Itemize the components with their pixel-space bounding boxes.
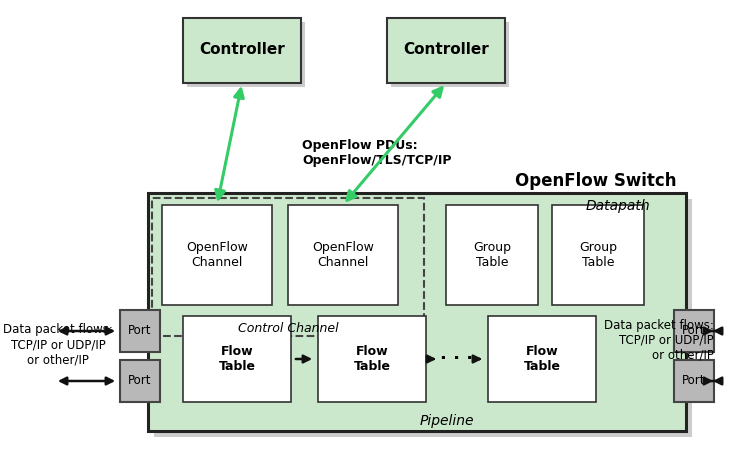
Bar (183, 316, 291, 402)
Text: OpenFlow
Channel: OpenFlow Channel (186, 241, 248, 269)
Text: Controller: Controller (199, 42, 285, 58)
Bar (552, 205, 644, 305)
Text: Pipeline: Pipeline (419, 414, 474, 428)
Text: Flow
Table: Flow Table (353, 345, 391, 373)
Text: Data packet flows:
TCP/IP or UDP/IP
or other/IP: Data packet flows: TCP/IP or UDP/IP or o… (604, 319, 714, 361)
Text: Data packet flows:
TCP/IP or UDP/IP
or other/IP: Data packet flows: TCP/IP or UDP/IP or o… (3, 324, 113, 366)
Text: Port: Port (128, 324, 152, 338)
Bar (154, 199, 692, 437)
Text: Port: Port (682, 374, 705, 387)
Bar (120, 310, 160, 352)
Text: Flow
Table: Flow Table (219, 345, 256, 373)
Text: Port: Port (682, 324, 705, 338)
Bar (488, 316, 596, 402)
Bar (446, 205, 538, 305)
Text: Flow
Table: Flow Table (523, 345, 560, 373)
Text: Group
Table: Group Table (579, 241, 617, 269)
Bar (148, 193, 686, 431)
Text: Group
Table: Group Table (473, 241, 511, 269)
Bar (674, 310, 714, 352)
Text: OpenFlow PDUs:
OpenFlow/TLS/TCP/IP: OpenFlow PDUs: OpenFlow/TLS/TCP/IP (302, 139, 451, 167)
Bar (187, 22, 305, 87)
Text: Controller: Controller (403, 42, 489, 58)
Bar (674, 360, 714, 402)
Text: Datapath: Datapath (585, 199, 651, 213)
Bar (162, 205, 272, 305)
Bar (152, 198, 424, 336)
Bar (183, 18, 301, 83)
Text: Port: Port (128, 374, 152, 387)
Bar (318, 316, 426, 402)
Text: OpenFlow
Channel: OpenFlow Channel (312, 241, 374, 269)
Bar (391, 22, 509, 87)
Text: · · ·: · · · (440, 350, 473, 368)
Text: OpenFlow Switch: OpenFlow Switch (515, 172, 677, 190)
Text: Control Channel: Control Channel (238, 321, 339, 334)
Bar (288, 205, 398, 305)
Bar (387, 18, 505, 83)
Bar (120, 360, 160, 402)
